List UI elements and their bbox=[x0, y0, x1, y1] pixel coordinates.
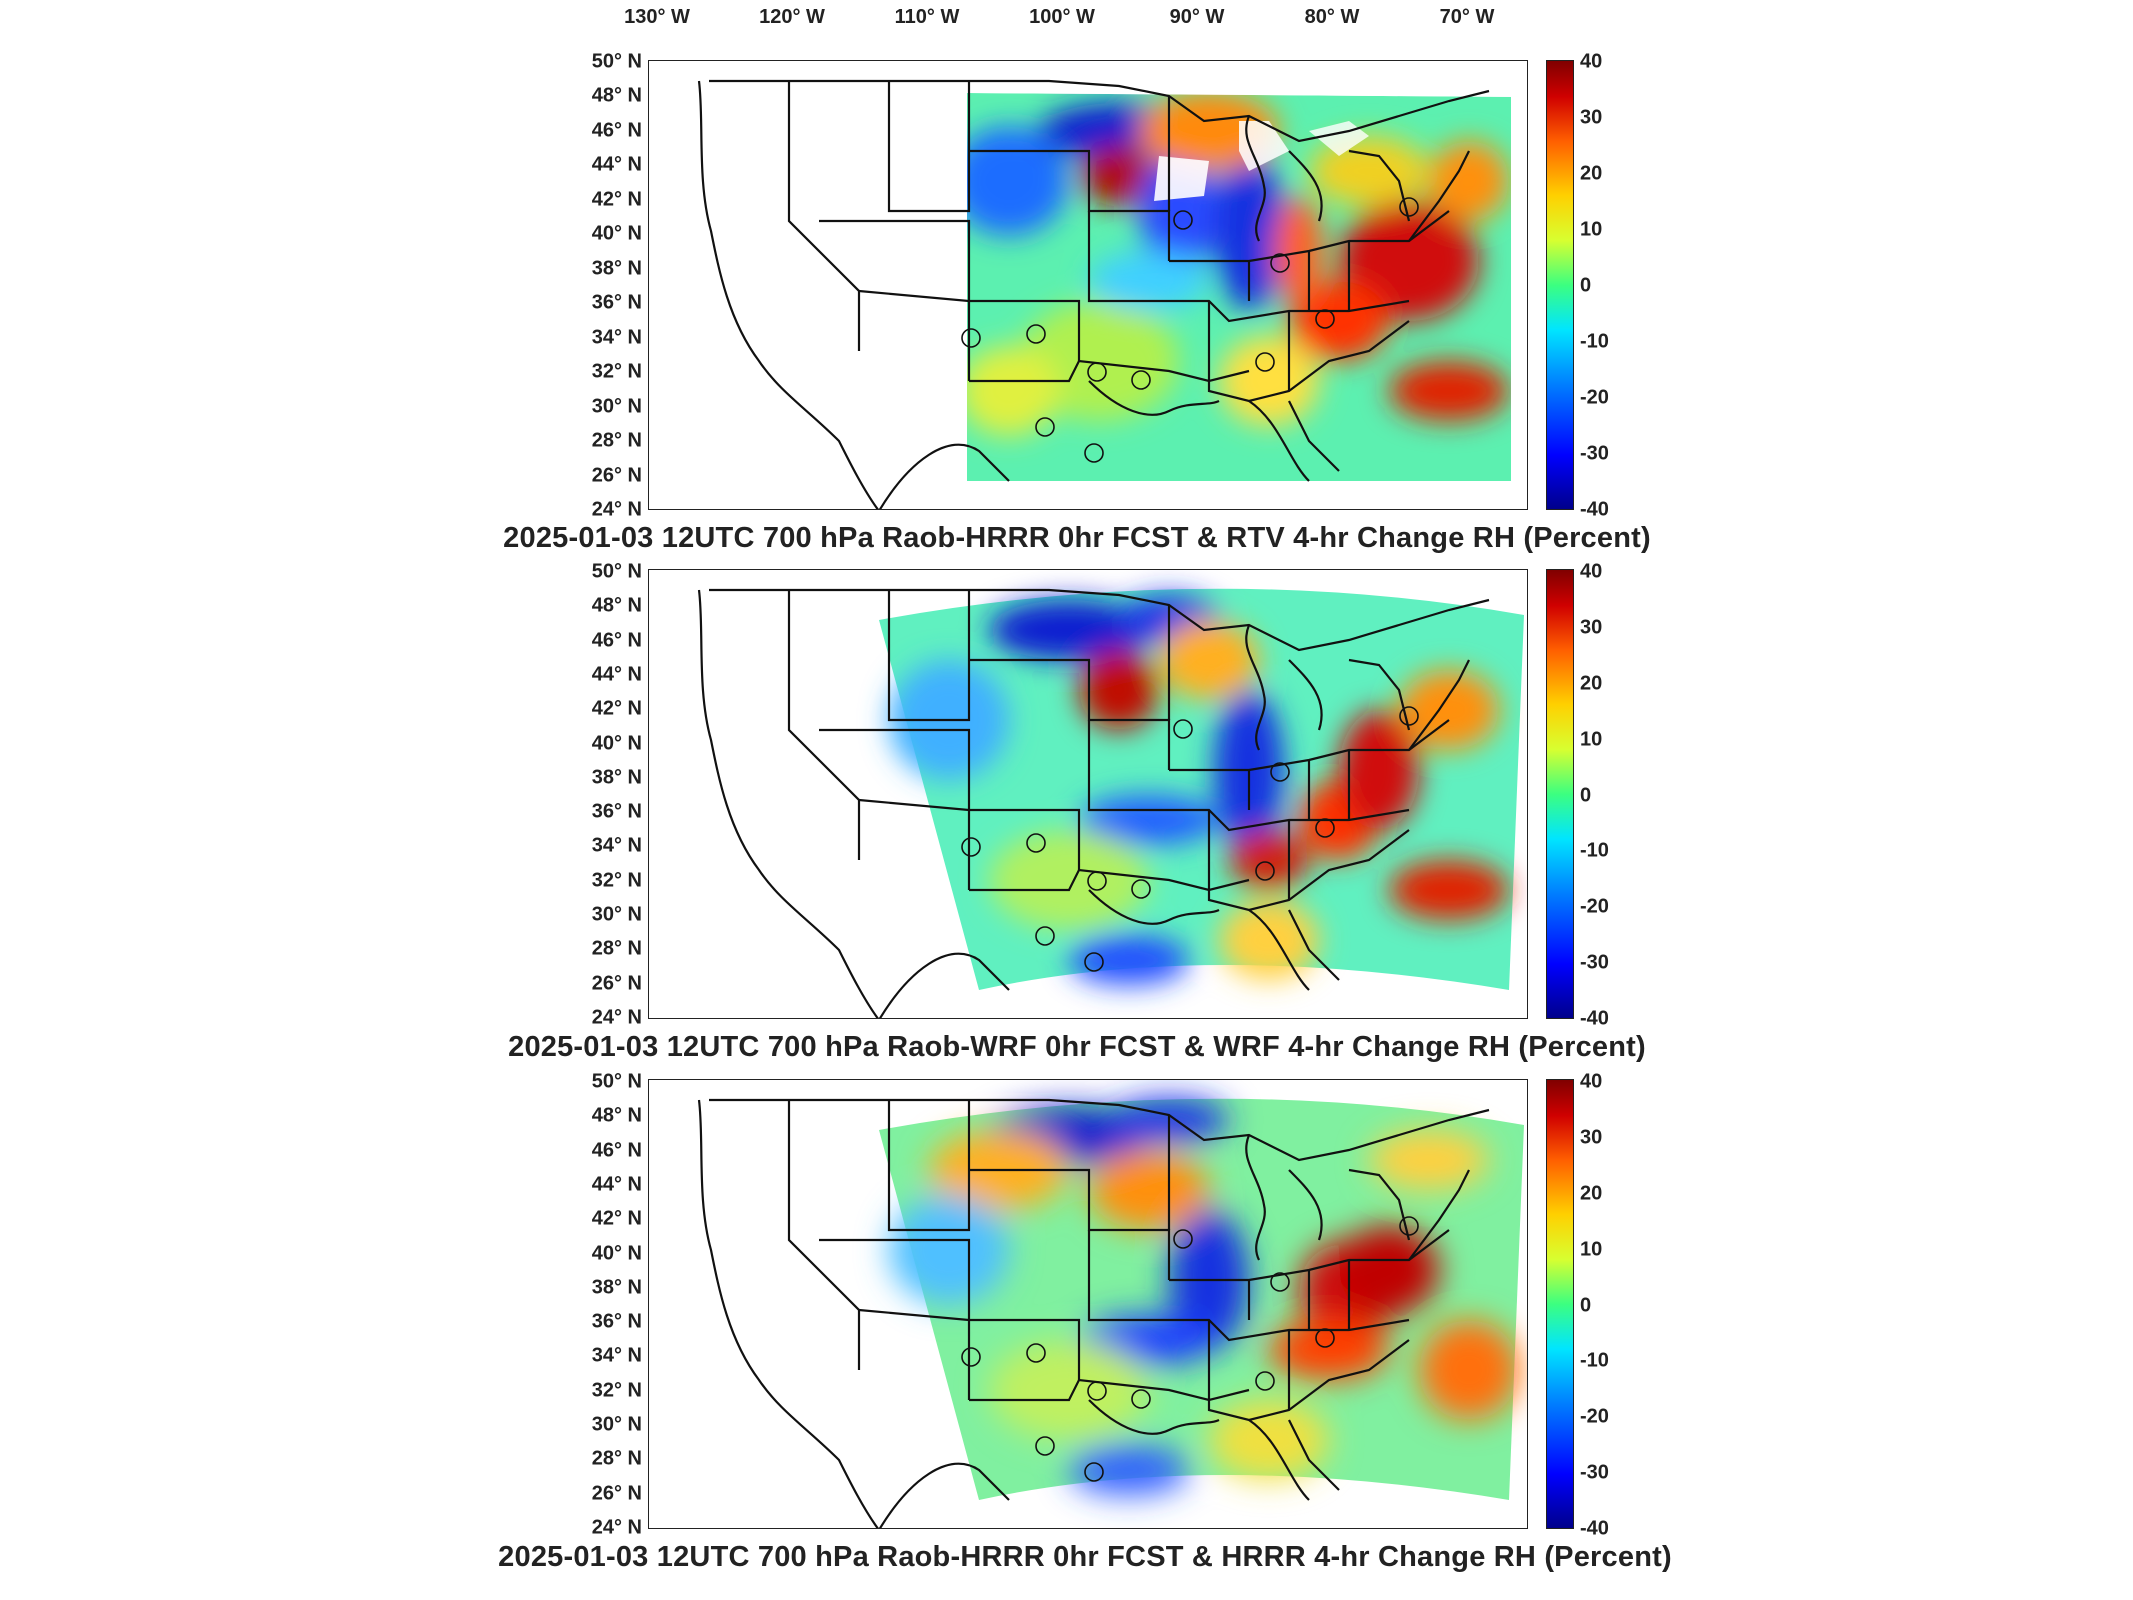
raob-stations bbox=[961, 1216, 1419, 1482]
lat-label: 46° N bbox=[591, 1139, 642, 1162]
colorbar-tick-label: 0 bbox=[1580, 274, 1592, 297]
data-domain bbox=[879, 588, 1524, 990]
lat-label: 34° N bbox=[591, 834, 642, 857]
lat-label: 46° N bbox=[591, 629, 642, 652]
lat-label: 32° N bbox=[591, 360, 642, 383]
lat-label: 48° N bbox=[591, 1104, 642, 1127]
lat-label: 40° N bbox=[591, 222, 642, 245]
raob-stations bbox=[961, 706, 1419, 972]
colorbar-tick-label: -40 bbox=[1580, 1007, 1609, 1030]
lat-label: 46° N bbox=[591, 119, 642, 142]
colorbar-tick-label: -10 bbox=[1580, 1349, 1609, 1372]
lat-label: 30° N bbox=[591, 903, 642, 926]
lat-label: 28° N bbox=[591, 1447, 642, 1470]
rh-field-map bbox=[697, 1098, 1524, 1528]
colorbar-tick-label: -30 bbox=[1580, 1461, 1609, 1484]
panel-title: 2025-01-03 12UTC 700 hPa Raob-HRRR 0hr F… bbox=[503, 522, 1651, 554]
lat-label: 36° N bbox=[591, 800, 642, 823]
lat-label: 24° N bbox=[591, 1516, 642, 1539]
lat-label: 26° N bbox=[591, 464, 642, 487]
colorbar-tick-label: -20 bbox=[1580, 1405, 1609, 1428]
lat-label: 48° N bbox=[591, 594, 642, 617]
data-domain bbox=[649, 61, 1527, 509]
lat-label: 40° N bbox=[591, 1242, 642, 1265]
colorbar-tick-label: -10 bbox=[1580, 330, 1609, 353]
raob-stations bbox=[961, 197, 1419, 463]
lat-label: 26° N bbox=[591, 1482, 642, 1505]
lat-label: 26° N bbox=[591, 972, 642, 995]
panel-title: 2025-01-03 12UTC 700 hPa Raob-WRF 0hr FC… bbox=[508, 1031, 1646, 1063]
lat-label: 30° N bbox=[591, 1413, 642, 1436]
lat-label: 44° N bbox=[591, 663, 642, 686]
colorbar-tick-label: -30 bbox=[1580, 442, 1609, 465]
lon-label: 90° W bbox=[1169, 6, 1225, 28]
lat-label: 42° N bbox=[591, 697, 642, 720]
lat-label: 42° N bbox=[591, 188, 642, 211]
colorbar-tick-label: -20 bbox=[1580, 895, 1609, 918]
colorbar bbox=[1546, 60, 1574, 510]
colorbar-tick-label: 0 bbox=[1580, 1294, 1592, 1316]
lat-label: 38° N bbox=[591, 766, 642, 789]
lon-label: 130° W bbox=[624, 6, 690, 28]
lat-label: 32° N bbox=[591, 1379, 642, 1402]
lat-label: 50° N bbox=[591, 560, 642, 583]
data-domain bbox=[879, 1098, 1524, 1500]
lon-label: 120° W bbox=[759, 6, 825, 28]
map-frame bbox=[648, 569, 1528, 1019]
lat-label: 38° N bbox=[591, 1276, 642, 1299]
lat-label: 24° N bbox=[591, 1006, 642, 1029]
colorbar-tick-label: 30 bbox=[1580, 1126, 1603, 1149]
lat-label: 50° N bbox=[591, 50, 642, 73]
colorbar-tick-label: 30 bbox=[1580, 106, 1603, 129]
colorbar-tick-label: 20 bbox=[1580, 162, 1603, 185]
colorbar-tick-label: 40 bbox=[1580, 1070, 1603, 1093]
colorbar-tick-label: 10 bbox=[1580, 728, 1603, 751]
lat-label: 30° N bbox=[591, 395, 642, 418]
lon-label: 100° W bbox=[1029, 6, 1095, 28]
lon-label: 80° W bbox=[1304, 6, 1360, 28]
lat-label: 50° N bbox=[591, 1070, 642, 1093]
lat-label: 38° N bbox=[591, 257, 642, 280]
lon-label: 70° W bbox=[1439, 6, 1495, 28]
lat-label: 40° N bbox=[591, 732, 642, 755]
colorbar-tick-label: 30 bbox=[1580, 616, 1603, 639]
lat-label: 44° N bbox=[591, 153, 642, 176]
state-borders bbox=[697, 79, 1490, 509]
colorbar bbox=[1546, 569, 1574, 1019]
colorbar bbox=[1546, 1079, 1574, 1529]
lat-label: 24° N bbox=[591, 498, 642, 521]
colorbar-tick-label: -10 bbox=[1580, 839, 1609, 862]
colorbar-tick-label: 0 bbox=[1580, 784, 1592, 806]
colorbar-tick-label: 40 bbox=[1580, 560, 1603, 583]
lat-label: 28° N bbox=[591, 937, 642, 960]
lat-label: 34° N bbox=[591, 326, 642, 349]
map-frame bbox=[648, 60, 1528, 510]
lat-label: 36° N bbox=[591, 1310, 642, 1333]
state-borders bbox=[697, 1098, 1490, 1528]
lat-label: 28° N bbox=[591, 429, 642, 452]
map-frame bbox=[648, 1079, 1528, 1529]
lat-label: 36° N bbox=[591, 291, 642, 314]
lat-label: 34° N bbox=[591, 1344, 642, 1367]
colorbar-tick-label: -30 bbox=[1580, 951, 1609, 974]
colorbar-tick-label: 20 bbox=[1580, 1182, 1603, 1205]
lat-label: 44° N bbox=[591, 1173, 642, 1196]
colorbar-tick-label: -20 bbox=[1580, 386, 1609, 409]
lon-label: 110° W bbox=[894, 6, 960, 28]
lat-label: 42° N bbox=[591, 1207, 642, 1230]
rh-field-map bbox=[649, 61, 1527, 509]
colorbar-tick-label: -40 bbox=[1580, 498, 1609, 521]
rh-field-map bbox=[697, 588, 1524, 1018]
panel-title: 2025-01-03 12UTC 700 hPa Raob-HRRR 0hr F… bbox=[498, 1541, 1672, 1573]
colorbar-tick-label: 40 bbox=[1580, 50, 1603, 73]
colorbar-tick-label: 10 bbox=[1580, 1238, 1603, 1261]
lat-label: 48° N bbox=[591, 84, 642, 107]
lat-label: 32° N bbox=[591, 869, 642, 892]
colorbar-tick-label: -40 bbox=[1580, 1517, 1609, 1540]
colorbar-tick-label: 20 bbox=[1580, 672, 1603, 695]
state-borders bbox=[697, 588, 1490, 1018]
colorbar-tick-label: 10 bbox=[1580, 218, 1603, 241]
